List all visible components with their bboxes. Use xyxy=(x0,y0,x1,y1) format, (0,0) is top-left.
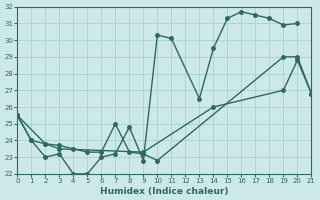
X-axis label: Humidex (Indice chaleur): Humidex (Indice chaleur) xyxy=(100,187,228,196)
